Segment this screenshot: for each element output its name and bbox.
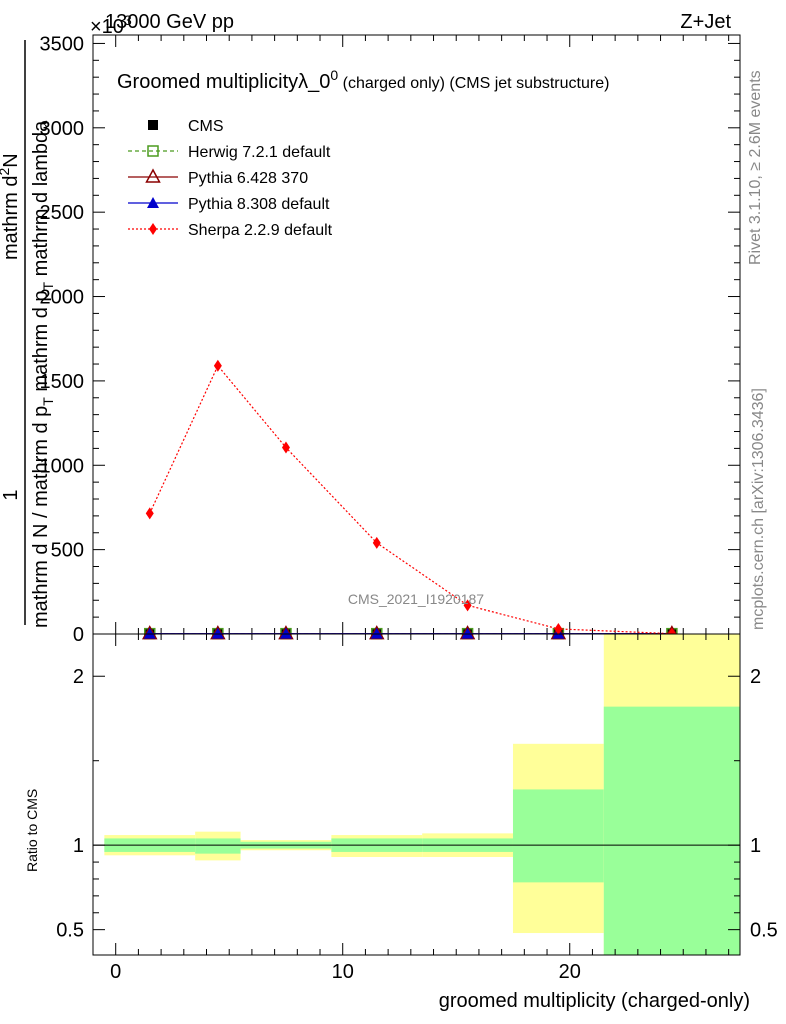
series-4-point-4: [463, 599, 472, 612]
main-ytick-label-4: 2000: [40, 287, 85, 309]
series-4-point-3: [372, 536, 381, 549]
series-4-point-5: [554, 622, 563, 635]
ylabel-top: mathrm d2N: [0, 153, 22, 260]
ratio-ytick-label-0: 0.5: [56, 920, 84, 942]
legend-marker-2: [145, 168, 161, 183]
mcplots-label: mcplots.cern.ch [arXiv:1306.3436]: [750, 388, 767, 630]
main-y-axis: 0 500 1000 1500 2000 2500 3000 3500: [40, 33, 740, 646]
series-4-point-1: [213, 359, 222, 372]
legend-entry-4: Sherpa 2.2.9 default: [128, 222, 333, 239]
ratio-band-green-6: [603, 706, 740, 955]
main-ytick-label-1: 500: [51, 540, 84, 562]
main-ytick-label-5: 2500: [40, 202, 85, 224]
series-3-point-0: [143, 627, 156, 639]
process-label: Z+Jet: [680, 11, 731, 33]
ylabel-denominator: mathrm d N / mathrm d pT mathrm d pT mat…: [30, 120, 56, 628]
ratio-ylabel: Ratio to CMS: [24, 789, 40, 872]
main-ytick-label-6: 3000: [40, 118, 85, 140]
legend-label-1: Herwig 7.2.1 default: [188, 144, 331, 161]
legend-label-0: CMS: [188, 118, 224, 135]
analysis-watermark: CMS_2021_I1920187: [348, 591, 484, 607]
legend-marker-3: [147, 197, 159, 208]
energy-label: 13000 GeV pp: [105, 11, 234, 33]
ratio-x-axis: 0 10 20: [92, 634, 730, 983]
ratio-band-green-1: [195, 838, 241, 854]
ratio-plot-frame: [92, 633, 741, 956]
legend-entry-1: Herwig 7.2.1 default: [128, 144, 331, 161]
exponent-label: ×103: [90, 12, 132, 38]
series-4-point-2: [281, 441, 290, 454]
xtick-label-2: 20: [559, 961, 581, 983]
ratio-ytick-label-1: 1: [73, 835, 84, 857]
ratio-band-green-5: [512, 789, 604, 883]
series-3-point-1: [211, 627, 224, 639]
series-3-point-3: [370, 627, 383, 639]
ylabel-numerator: 1: [0, 489, 22, 500]
main-title: Groomed multiplicityλ_00 (charged only) …: [117, 67, 609, 93]
ratio-bands: [104, 634, 740, 955]
legend-marker-0: [148, 120, 158, 130]
legend-label-3: Pythia 8.308 default: [188, 196, 330, 213]
x-axis-title: groomed multiplicity (charged-only): [439, 990, 750, 1012]
main-ylabel: 1 mathrm d N / mathrm d pT mathrm d pT m…: [0, 40, 56, 628]
legend-marker-4: [149, 223, 157, 235]
main-ytick-label-3: 1500: [40, 371, 85, 393]
series-3-point-2: [279, 627, 292, 639]
ratio-y-axis: 0.5 0.5 1 1 2 2: [56, 666, 778, 941]
xtick-label-1: 10: [332, 961, 354, 983]
legend-label-4: Sherpa 2.2.9 default: [188, 222, 333, 239]
main-ytick-label-2: 1000: [40, 455, 85, 477]
ratio-ytick-label-right-1: 1: [750, 835, 761, 857]
series-3-point-4: [461, 627, 474, 639]
legend: CMS Herwig 7.2.1 default Pythia 6.428 370 P…: [128, 118, 333, 239]
main-x-axis: [92, 35, 730, 634]
main-ytick-label-7: 3500: [40, 33, 85, 55]
ratio-ytick-label-right-2: 2: [750, 666, 761, 688]
main-ytick-label-0: 0: [73, 624, 84, 646]
ratio-ytick-label-2: 2: [73, 666, 84, 688]
legend-entry-0: CMS: [148, 118, 224, 135]
legend-label-2: Pythia 6.428 370: [188, 170, 308, 187]
legend-marker-1: [147, 145, 159, 157]
ratio-ytick-label-right-0: 0.5: [750, 920, 778, 942]
legend-entry-2: Pythia 6.428 370: [128, 168, 308, 187]
series-4-point-0: [145, 507, 154, 520]
xtick-label-0: 0: [110, 961, 121, 983]
rivet-label: Rivet 3.1.10, ≥ 2.6M events: [747, 70, 764, 265]
legend-entry-3: Pythia 8.308 default: [128, 196, 330, 213]
